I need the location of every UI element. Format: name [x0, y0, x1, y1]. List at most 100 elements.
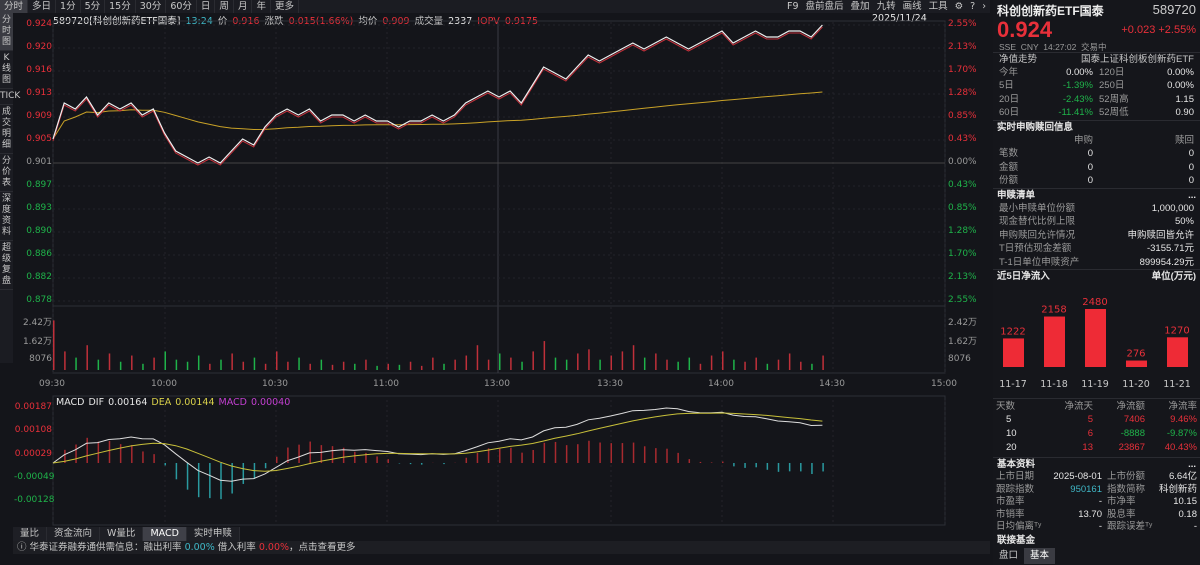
indicator-tab[interactable]: MACD: [143, 527, 187, 541]
tool-button[interactable]: 叠加: [850, 1, 870, 12]
side-tab[interactable]: 深度资料: [0, 192, 13, 241]
volume-bar: [621, 351, 624, 370]
tool-button[interactable]: 画线: [902, 1, 922, 12]
basic-cell[interactable]: 950161: [1070, 483, 1102, 495]
volume-bar: [554, 357, 557, 370]
value: 0: [1087, 161, 1093, 173]
pct-axis-label: 0.00%: [948, 157, 977, 167]
side-tab[interactable]: 成交明细: [0, 105, 13, 154]
macd-value: DIF: [88, 397, 105, 408]
basic-cell: 市净率: [1107, 496, 1136, 507]
col-header: 净流率: [1168, 401, 1197, 412]
flow-cell: 40.43%: [1164, 442, 1197, 453]
period-tab[interactable]: 周: [215, 0, 234, 13]
side-tab-label: 成交明细: [1, 107, 11, 150]
macd-bar: [666, 448, 668, 463]
tool-button[interactable]: 工具: [928, 1, 948, 12]
list-row: T-1日单位申赎资产 899954.29元: [993, 256, 1200, 270]
macd-bar: [309, 441, 311, 463]
more-button[interactable]: ...: [1188, 189, 1196, 201]
side-tab[interactable]: K线图: [0, 51, 13, 89]
macd-bar: [521, 452, 523, 463]
side-tab[interactable]: 超级复盘: [0, 241, 13, 290]
bottom-tab[interactable]: 基本: [1024, 548, 1056, 564]
period-tab[interactable]: 1分: [56, 0, 81, 13]
bottom-tab[interactable]: 盘口: [999, 550, 1019, 561]
flow-row: 10 6 -8888 -9.87%: [993, 427, 1200, 441]
macd-header: MACD DIF 0.00164 DEA 0.00144 MACD 0.00040: [56, 397, 294, 408]
volume-bar: [733, 359, 735, 370]
basic-cell: -: [1193, 521, 1197, 532]
side-tab[interactable]: 分价表: [0, 154, 13, 192]
tool-button[interactable]: F9: [787, 1, 799, 12]
realtime-row: 笔数 0 0: [993, 147, 1200, 161]
label: T日预估现金差额: [999, 243, 1072, 254]
indicator-tab[interactable]: 实时申赎: [186, 527, 240, 541]
change-pct: +2.55%: [1158, 24, 1196, 36]
value: 0: [1188, 148, 1194, 159]
gear-icon[interactable]: ⚙: [954, 1, 964, 12]
period-tab[interactable]: 5分: [81, 0, 106, 13]
flow-row: 20 13 23867 40.43%: [993, 441, 1200, 455]
cell: [1093, 174, 1139, 188]
macd-value: MACD: [218, 397, 247, 408]
basic-row: 日均偏离ᵀʸ - 跟踪误差ᵀʸ -: [993, 521, 1200, 534]
volume-bar: [164, 351, 166, 370]
nav-cell: -1.39%: [1062, 80, 1093, 91]
macd-bar: [465, 457, 468, 463]
help-icon[interactable]: ?: [970, 1, 976, 12]
period-tab[interactable]: 月: [234, 0, 253, 13]
basic-cell: -: [1098, 496, 1102, 507]
volume-bar: [766, 363, 769, 370]
borrow-rate: 0.00%: [258, 542, 290, 553]
volume-bar: [521, 361, 523, 370]
volume-bar: [699, 363, 702, 370]
notice-bar[interactable]: ⓘ 华泰证券融券通供需信息：融出利率 0.00% 借入利率 0.00%，点击查看…: [13, 541, 990, 554]
nav-cell: 120日: [1099, 66, 1125, 78]
period-tab[interactable]: 15分: [105, 0, 136, 13]
tool-button[interactable]: 盘前盘后: [805, 1, 844, 12]
volume-bar: [298, 357, 300, 370]
chevron-right-icon[interactable]: ›: [982, 1, 986, 12]
flow-chart: 1222 11-17 2158 11-18 2480 11-19 276 11-20 1270 1…: [999, 297, 1191, 390]
macd-bar: [688, 459, 691, 463]
lend-rate: 0.00%: [184, 542, 215, 553]
period-tab[interactable]: 多日: [28, 0, 57, 13]
macd-bar: [320, 445, 323, 463]
side-tab[interactable]: 分时图: [0, 13, 13, 51]
right-panel: 科创创新药ETF国泰 589720 0.924 +0.023 +2.55% SS…: [993, 0, 1200, 565]
macd-bar: [476, 452, 479, 463]
indicator-tab[interactable]: W量比: [100, 527, 144, 541]
period-tab[interactable]: 60分: [166, 0, 197, 13]
volume-bar: [655, 353, 657, 370]
intraday-chart[interactable]: [0, 0, 990, 527]
flow-bar: [1167, 337, 1188, 367]
macd-bar: [365, 452, 367, 463]
indicator-tab[interactable]: 量比: [13, 527, 48, 541]
nav-cell: 250日: [1099, 80, 1125, 91]
value: 1,000,000: [1151, 202, 1194, 214]
volume-bar: [97, 359, 100, 370]
period-tab[interactable]: 年: [252, 0, 271, 13]
linked-fund[interactable]: 联接基金: [997, 534, 1036, 546]
indicator-tab[interactable]: 资金流向: [47, 527, 101, 541]
label: T-1日单位申赎资产: [999, 256, 1080, 268]
period-tab[interactable]: 更多: [271, 0, 299, 13]
volume-bar: [376, 365, 378, 370]
nav-index: 国泰上证科创板创新药ETF: [1081, 54, 1194, 65]
tool-button[interactable]: 九转: [876, 1, 896, 12]
more-button[interactable]: ...: [1188, 459, 1196, 470]
price-axis-label: 0.882: [26, 272, 52, 282]
side-tab[interactable]: TICK: [0, 89, 20, 105]
macd-bar: [298, 444, 300, 463]
period-tab[interactable]: 分时: [0, 0, 29, 13]
macd-axis-label: -0.00128: [14, 495, 55, 505]
pct-axis-label: 2.55%: [948, 295, 977, 305]
period-tab[interactable]: 30分: [136, 0, 167, 13]
period-tab[interactable]: 日: [197, 0, 216, 13]
value: -3155.71元: [1146, 243, 1194, 254]
price-axis-label: 0.897: [26, 180, 52, 190]
macd-bar: [376, 456, 378, 463]
volume-bar: [432, 357, 434, 370]
flow-cell: -9.87%: [1166, 428, 1197, 439]
